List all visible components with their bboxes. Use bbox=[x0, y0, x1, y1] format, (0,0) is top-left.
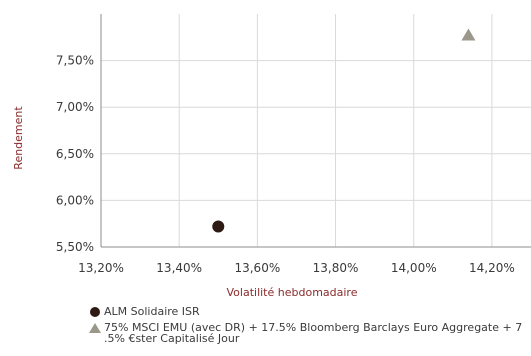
data-point-benchmark bbox=[461, 28, 476, 41]
triangle-marker-icon bbox=[88, 322, 104, 334]
data-points bbox=[212, 28, 476, 233]
legend-label: ALM Solidaire ISR bbox=[104, 305, 200, 318]
x-tick-label: 13,60% bbox=[234, 261, 280, 275]
axes bbox=[100, 14, 531, 248]
y-axis-title: Rendement bbox=[12, 106, 25, 170]
legend-item-fund: ALM Solidaire ISR bbox=[88, 306, 528, 318]
y-tick-label: 6,00% bbox=[56, 193, 94, 207]
data-point-fund bbox=[212, 220, 225, 233]
x-axis-title: Volatilité hebdomadaire bbox=[227, 286, 358, 299]
y-tick-label: 5,50% bbox=[56, 240, 94, 254]
y-tick-labels: 5,50% 6,00% 6,50% 7,00% 7,50% bbox=[56, 54, 94, 254]
circle-marker-icon bbox=[88, 306, 104, 318]
legend-item-benchmark: 75% MSCI EMU (avec DR) + 17.5% Bloomberg… bbox=[88, 322, 528, 344]
grid-lines bbox=[101, 14, 531, 247]
y-tick-label: 7,00% bbox=[56, 100, 94, 114]
x-tick-label: 14,00% bbox=[391, 261, 437, 275]
scatter-chart: 13,20% 13,40% 13,60% 13,80% 14,00% 14,20% 5,5… bbox=[12, 14, 531, 299]
x-tick-labels: 13,20% 13,40% 13,60% 13,80% 14,00% 14,20% bbox=[78, 261, 515, 275]
legend: ALM Solidaire ISR 75% MSCI EMU (avec DR)… bbox=[88, 306, 528, 348]
x-tick-label: 13,40% bbox=[156, 261, 202, 275]
legend-label: 75% MSCI EMU (avec DR) + 17.5% Bloomberg… bbox=[104, 321, 523, 345]
y-tick-label: 6,50% bbox=[56, 147, 94, 161]
y-tick-label: 7,50% bbox=[56, 54, 94, 68]
x-tick-label: 13,20% bbox=[78, 261, 124, 275]
x-tick-label: 13,80% bbox=[313, 261, 359, 275]
x-tick-label: 14,20% bbox=[469, 261, 515, 275]
